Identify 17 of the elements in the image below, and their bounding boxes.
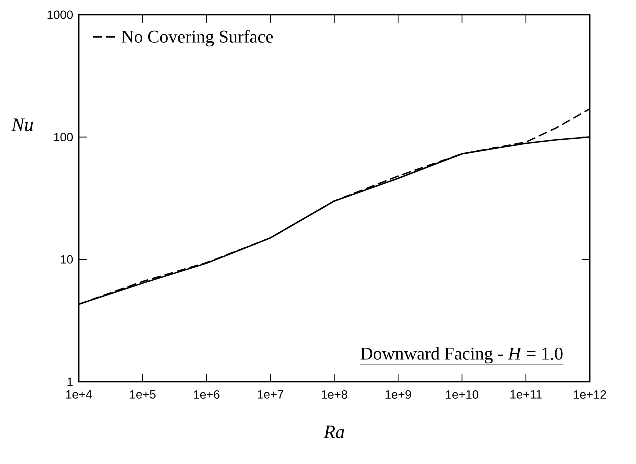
y-tick-label: 100 — [54, 133, 74, 142]
y-tick-label: 1 — [68, 378, 73, 386]
x-tick-label: 1e+7 — [258, 390, 284, 399]
y-tick-label: 10 — [61, 255, 74, 264]
x-tick-label: 1e+12 — [574, 390, 606, 399]
x-tick-label: 1e+9 — [386, 390, 412, 399]
y-tick-label: 1000 — [48, 10, 74, 20]
x-tick-label: 1e+11 — [510, 390, 542, 399]
x-axis-title: Ra — [324, 426, 344, 438]
x-tick-label: 1e+6 — [194, 390, 220, 399]
annotation: Downward Facing - H = 1.0 — [360, 347, 563, 364]
y-axis-title: Nu — [12, 118, 34, 132]
x-tick-label: 1e+8 — [322, 390, 348, 399]
x-tick-label: 1e+10 — [446, 390, 479, 399]
legend-label: No Covering Surface — [122, 30, 274, 47]
x-tick-label: 1e+5 — [130, 390, 156, 399]
x-tick-label: 1e+4 — [66, 390, 92, 399]
